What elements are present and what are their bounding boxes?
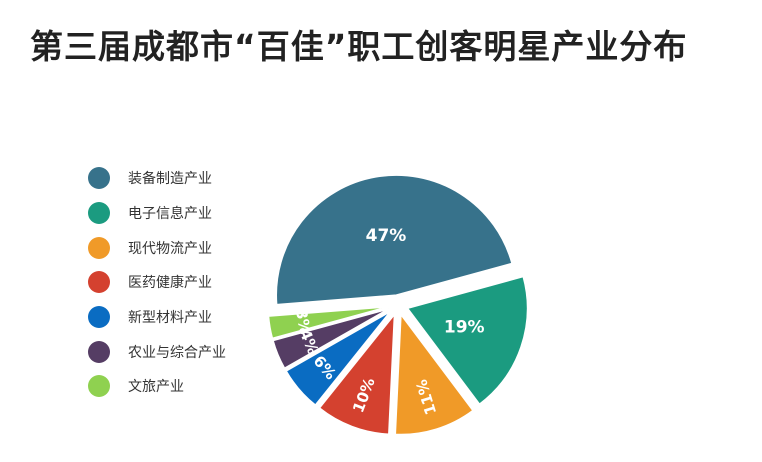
legend-item: 装备制造产业 xyxy=(88,161,278,196)
pie-slice xyxy=(394,312,475,436)
pie-slice xyxy=(267,305,389,340)
legend-label: 农业与综合产业 xyxy=(128,344,226,361)
slice-label: 3% xyxy=(292,307,314,335)
legend-item: 现代物流产业 xyxy=(88,230,278,265)
pie-slice xyxy=(285,310,391,407)
legend-item: 文旅产业 xyxy=(88,369,278,404)
legend-label: 现代物流产业 xyxy=(128,240,212,257)
legend-swatch xyxy=(88,340,110,363)
legend-label: 电子信息产业 xyxy=(128,206,212,223)
legend-item: 医药健康产业 xyxy=(88,265,278,300)
legend-swatch xyxy=(88,306,110,329)
pie-slice xyxy=(272,308,390,370)
pie-slice xyxy=(318,312,396,436)
legend-swatch xyxy=(88,375,110,398)
pie-slice xyxy=(406,275,529,406)
legend-label: 新型材料产业 xyxy=(128,310,212,327)
slice-label: 47% xyxy=(366,226,407,246)
legend: 装备制造产业 电子信息产业 现代物流产业 医药健康产业 新型材料产业 农业与综合… xyxy=(88,161,278,404)
pie-slice xyxy=(275,174,513,306)
legend-label: 文旅产业 xyxy=(128,379,184,396)
legend-label: 医药健康产业 xyxy=(128,275,212,292)
legend-item: 电子信息产业 xyxy=(88,196,278,231)
legend-swatch xyxy=(88,236,110,259)
legend-item: 农业与综合产业 xyxy=(88,334,278,369)
chart-title: 第三届成都市“百佳”职工创客明星产业分布 xyxy=(30,27,688,66)
legend-swatch xyxy=(88,167,110,190)
legend-swatch xyxy=(88,202,110,225)
legend-swatch xyxy=(88,271,110,294)
legend-label: 装备制造产业 xyxy=(128,171,212,188)
slice-label: 19% xyxy=(444,318,485,338)
legend-item: 新型材料产业 xyxy=(88,300,278,335)
